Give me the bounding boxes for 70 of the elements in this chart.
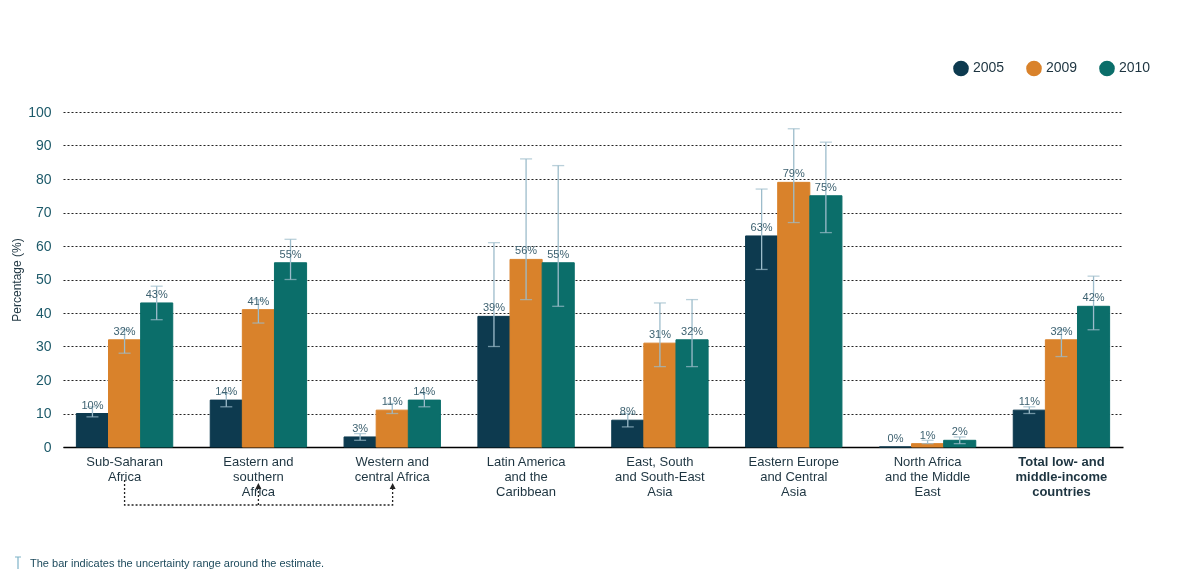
legend-label: 2010 bbox=[1119, 59, 1151, 76]
x-tick-label: Latin America and the Caribbean bbox=[486, 453, 567, 499]
bar bbox=[675, 339, 709, 448]
data-label: 32% bbox=[113, 324, 136, 337]
legend-label: 2005 bbox=[973, 59, 1005, 76]
bar bbox=[209, 399, 243, 448]
y-tick-label: 90 bbox=[35, 137, 52, 153]
data-label: 2% bbox=[951, 425, 968, 438]
data-label: 32% bbox=[1050, 324, 1073, 337]
bar bbox=[108, 339, 142, 448]
bar bbox=[273, 262, 308, 448]
bar bbox=[943, 439, 977, 448]
y-tick-label: 100 bbox=[28, 103, 52, 120]
x-tick-label: Eastern and southern Africa bbox=[223, 453, 294, 499]
data-label: 75% bbox=[814, 180, 838, 193]
bar bbox=[407, 399, 441, 448]
y-axis-title: Percentage (%) bbox=[10, 238, 25, 322]
data-label: 32% bbox=[681, 324, 704, 337]
data-label: 55% bbox=[547, 247, 570, 260]
data-label: 14% bbox=[215, 385, 238, 398]
data-label: 41% bbox=[247, 294, 270, 307]
x-tick-label: Eastern Europe and Central Asia bbox=[748, 453, 839, 499]
bar bbox=[509, 258, 543, 448]
bar bbox=[611, 419, 645, 448]
bar bbox=[241, 309, 275, 448]
x-tick-label: Western and central Africa bbox=[354, 453, 431, 484]
bar bbox=[1012, 409, 1046, 448]
legend-label: 2009 bbox=[1046, 59, 1078, 76]
data-label: 42% bbox=[1082, 291, 1105, 304]
y-tick-label: 50 bbox=[35, 271, 52, 287]
data-label: 63% bbox=[750, 220, 773, 233]
bar bbox=[477, 315, 511, 448]
y-tick-label: 20 bbox=[35, 371, 52, 388]
data-label: 31% bbox=[648, 328, 672, 341]
y-tick-label: 0 bbox=[43, 438, 52, 455]
y-tick-label: 40 bbox=[35, 304, 52, 321]
data-label: 11% bbox=[1018, 395, 1041, 408]
bar bbox=[343, 436, 377, 448]
text: The bar indicates the uncertainty range around the estimate. bbox=[30, 557, 325, 569]
data-label: 10% bbox=[81, 398, 104, 411]
data-label: 56% bbox=[515, 244, 538, 257]
bar bbox=[643, 342, 677, 448]
data-label: 39% bbox=[482, 301, 506, 314]
data-label: 11% bbox=[381, 395, 404, 408]
y-tick-label: 70 bbox=[35, 204, 52, 220]
bar bbox=[1044, 339, 1078, 448]
bar bbox=[140, 302, 174, 448]
data-label: 1% bbox=[919, 428, 936, 441]
x-tick-label: East, South and South-East Asia bbox=[615, 453, 706, 499]
x-tick-label: Total low- and middle-income countries bbox=[1015, 453, 1108, 499]
data-label: 55% bbox=[279, 247, 302, 260]
data-label: 79% bbox=[782, 167, 805, 180]
data-label: 0% bbox=[887, 432, 904, 444]
data-label: 14% bbox=[413, 385, 436, 398]
bar bbox=[375, 409, 409, 448]
y-tick-label: 80 bbox=[35, 170, 52, 187]
y-tick-label: 60 bbox=[35, 237, 52, 254]
y-tick-label: 30 bbox=[35, 338, 52, 354]
x-tick-label: Sub-Saharan Africa bbox=[86, 453, 163, 484]
bar bbox=[809, 195, 843, 448]
data-label: 43% bbox=[145, 287, 168, 300]
bar bbox=[777, 181, 811, 448]
bar bbox=[75, 413, 110, 448]
x-tick-label: North Africa and the Middle East bbox=[884, 453, 971, 499]
y-tick-label: 10 bbox=[35, 405, 52, 421]
bar bbox=[745, 235, 779, 448]
data-label: 3% bbox=[352, 421, 369, 434]
bar bbox=[911, 443, 945, 448]
bar bbox=[541, 262, 575, 448]
bar bbox=[1076, 305, 1111, 448]
